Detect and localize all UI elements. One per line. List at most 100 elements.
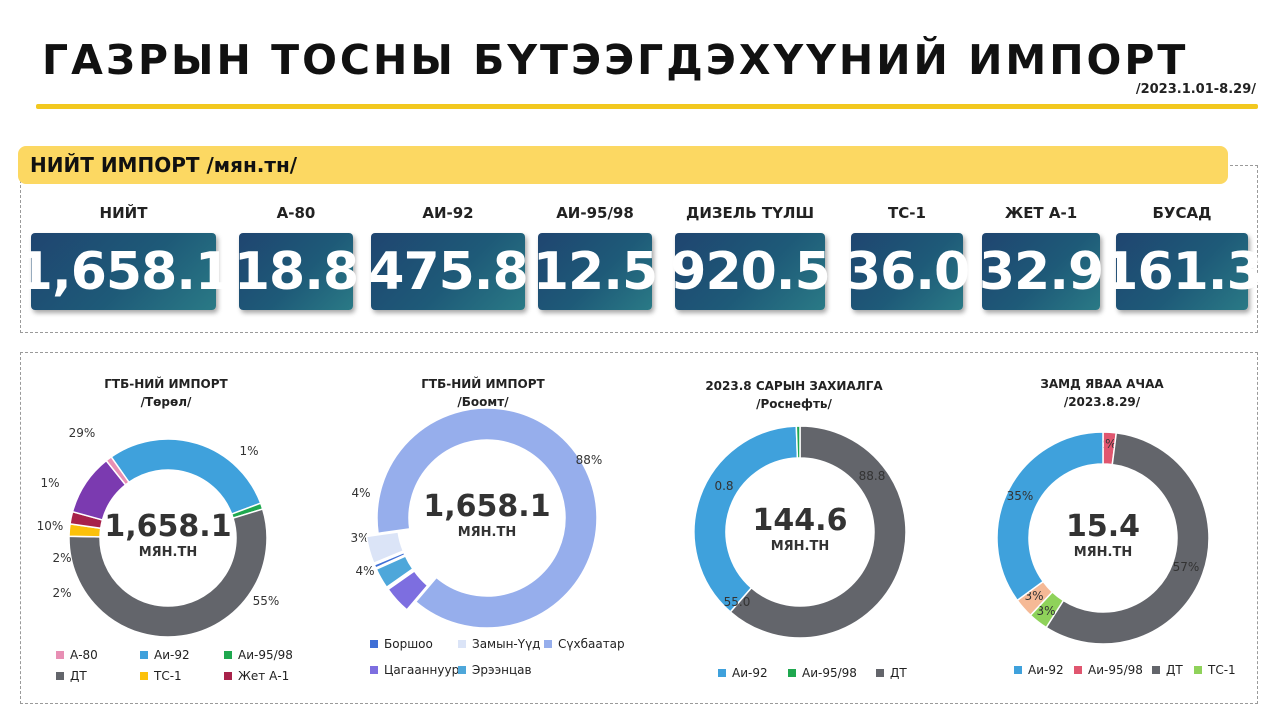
chart-4-legend-label: Аи-92	[1028, 663, 1064, 677]
kpi-label-other: БУСАД	[1152, 204, 1212, 222]
chart-2-slice-2	[387, 569, 429, 611]
chart-3-title-block: 2023.8 САРЫН ЗАХИАЛГА /Роснефть/	[674, 377, 914, 413]
chart-2-legend-label: Цагааннуур	[384, 663, 460, 677]
chart-1-slice-label-6: 10%	[37, 519, 64, 533]
chart-2-slice-3	[375, 555, 414, 589]
kpi-card-ts1: 36.0	[845, 233, 970, 310]
chart-1-legend-item: Аи-92	[140, 648, 190, 662]
chart-4-legend-item: ДТ	[1152, 663, 1183, 677]
chart-1-slice-label-7: 1%	[40, 476, 59, 490]
chart-4-legend-item: Аи-95/98	[1074, 663, 1143, 677]
chart-1-legend-swatch	[56, 672, 64, 680]
chart-1-legend-label: А-80	[70, 648, 98, 662]
chart-1-legend-label: ТС-1	[154, 669, 182, 683]
chart-3-legend-label: ДТ	[890, 666, 907, 680]
chart-1-legend-swatch	[224, 651, 232, 659]
chart-1-legend-swatch	[140, 651, 148, 659]
chart-1-center-value: 1,658.1	[104, 509, 231, 544]
chart-1-title: ГТБ-НИЙ ИМПОРТ	[104, 377, 228, 391]
chart-1-legend-swatch	[56, 651, 64, 659]
chart-4-subtitle: /2023.8.29/	[1063, 395, 1141, 409]
chart-3-slice-1	[729, 425, 907, 639]
chart-3-legend-label: Аи-95/98	[802, 666, 857, 680]
kpi-card-a80: 18.8	[234, 233, 359, 310]
chart-1-legend-swatch	[224, 672, 232, 680]
chart-1-legend-item: Аи-95/98	[224, 648, 293, 662]
chart-4-legend-swatch	[1014, 666, 1022, 674]
kpi-card-jet: 32.9	[978, 233, 1104, 310]
chart-1-legend-label: ДТ	[70, 669, 87, 683]
chart-1-slice-label-4: 2%	[52, 586, 71, 600]
chart-2-legend-item: Боршоо	[370, 637, 433, 651]
kpi-label-ts1: ТС-1	[888, 204, 926, 222]
chart-2-legend-label: Сүхбаатар	[558, 637, 625, 651]
chart-1-legend-label: Аи-95/98	[238, 648, 293, 662]
chart-3-legend-swatch	[718, 669, 726, 677]
chart-3-legend-swatch	[876, 669, 884, 677]
chart-2-center-value: 1,658.1	[423, 489, 550, 524]
kpi-label-ai92: АИ-92	[422, 204, 474, 222]
chart-1-slice-3	[68, 508, 268, 638]
chart-3-legend-label: Аи-92	[732, 666, 768, 680]
chart-4-slice-label-2: 57%	[1173, 560, 1200, 574]
chart-1-slice-1	[110, 438, 262, 516]
chart-1-legend-swatch	[140, 672, 148, 680]
chart-1-title-block: ГТБ-НИЙ ИМПОРТ /Төрөл/	[46, 375, 286, 411]
chart-2-slice-label-1: 88%	[576, 453, 603, 467]
chart-4-center-value: 15.4	[1066, 509, 1140, 544]
chart-1-legend-label: Жет А-1	[238, 669, 290, 683]
chart-3-slice-label-2: 55.0	[724, 595, 751, 609]
chart-1-legend-item: А-80	[56, 648, 98, 662]
chart-2-title-block: ГТБ-НИЙ ИМПОРТ /Боомт/	[363, 375, 603, 411]
chart-2-center-unit: МЯН.ТН	[458, 525, 517, 540]
chart-3-legend-item: Аи-95/98	[788, 666, 857, 680]
chart-1-center-unit: МЯН.ТН	[139, 545, 198, 560]
chart-4-legend-item: ТС-1	[1194, 663, 1236, 677]
chart-3-center-unit: МЯН.ТН	[771, 539, 830, 554]
kpi-value-ai95: 12.5	[532, 241, 658, 302]
chart-3-title: 2023.8 САРЫН ЗАХИАЛГА	[705, 379, 883, 393]
chart-2-legend-label: Боршоо	[384, 637, 433, 651]
chart-3-legend-swatch	[788, 669, 796, 677]
chart-1-slice-7	[105, 455, 131, 486]
chart-2-legend-item: Цагааннуур	[370, 663, 459, 677]
chart-4-slice-2	[1045, 431, 1210, 645]
chart-4-slice-5	[996, 431, 1104, 602]
chart-4-legend-label: ТС-1	[1208, 663, 1236, 677]
chart-4-legend-swatch	[1074, 666, 1082, 674]
chart-1-legend-item: ТС-1	[140, 669, 182, 683]
chart-3-legend-item: ДТ	[876, 666, 907, 680]
kpi-value-ts1: 36.0	[844, 241, 970, 302]
chart-1-slice-label-5: 2%	[52, 551, 71, 565]
kpi-card-ai92: 475.8	[368, 233, 529, 310]
chart-2-legend-swatch	[370, 666, 378, 674]
kpi-banner-title: НИЙТ ИМПОРТ /мян.тн/	[30, 153, 298, 177]
chart-2-legend-swatch	[458, 666, 466, 674]
chart-2-legend-item: Замын-Үүд	[458, 637, 540, 651]
kpi-label-ai95: АИ-95/98	[556, 204, 634, 222]
date-range: /2023.1.01-8.29/	[1135, 82, 1256, 97]
chart-2-legend-label: Эрээнцав	[472, 663, 532, 677]
kpi-value-jet: 32.9	[978, 241, 1104, 302]
kpi-card-diesel: 920.5	[670, 233, 831, 310]
kpi-card-total: 1,658.1	[17, 233, 231, 310]
chart-2-title: ГТБ-НИЙ ИМПОРТ	[421, 377, 545, 391]
chart-3-slice-label-3: 0.8	[714, 479, 733, 493]
kpi-card-other: 161.3	[1102, 233, 1263, 310]
kpi-value-total: 1,658.1	[16, 241, 231, 302]
chart-2-legend-swatch	[370, 640, 378, 648]
chart-2-legend-swatch	[544, 640, 552, 648]
chart-3-slice-label-1: 88.8	[859, 469, 886, 483]
kpi-value-other: 161.3	[1102, 241, 1262, 302]
chart-2-slice-label-5: 4%	[351, 486, 370, 500]
kpi-card-ai95: 12.5	[533, 233, 658, 310]
chart-3-slice-2	[693, 425, 799, 613]
chart-4-legend-label: Аи-95/98	[1088, 663, 1143, 677]
chart-2-slice-label-2: 4%	[355, 564, 374, 578]
chart-4-title-block: ЗАМД ЯВАА АЧАА /2023.8.29/	[982, 375, 1222, 411]
kpi-value-ai92: 475.8	[368, 241, 528, 302]
chart-3-legend-item: Аи-92	[718, 666, 768, 680]
chart-2-legend-item: Эрээнцав	[458, 663, 532, 677]
kpi-label-total: НИЙТ	[99, 204, 148, 222]
